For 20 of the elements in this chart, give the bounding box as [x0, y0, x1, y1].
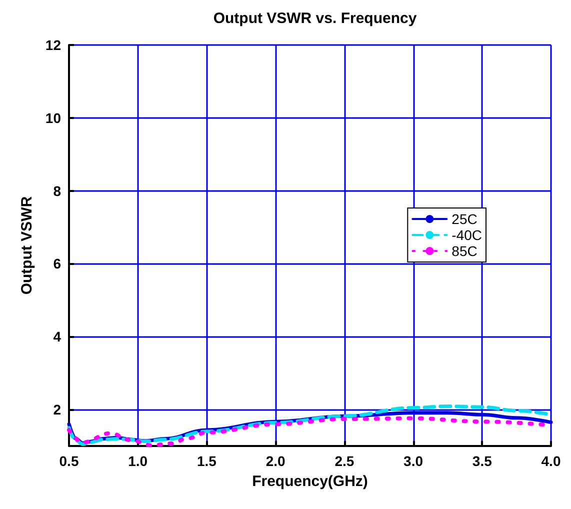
y-tick-label: 12	[45, 37, 62, 53]
legend-label: -40C	[452, 227, 482, 243]
y-tick-label: 4	[53, 328, 62, 345]
y-tick-label: 8	[53, 182, 62, 199]
x-tick-label: 4.0	[541, 453, 561, 469]
legend-label: 25C	[452, 211, 478, 227]
x-tick-label: 2.5	[334, 453, 354, 469]
x-tick-label: 3.0	[404, 453, 424, 469]
chart-title: Output VSWR vs. Frequency	[213, 10, 418, 27]
y-tick-label: 6	[53, 256, 62, 272]
x-tick-label: 1.5	[196, 453, 217, 469]
x-axis-title: Frequency(GHz)	[252, 473, 368, 490]
x-tick-label: 0.5	[59, 453, 79, 469]
x-tick-label: 2.0	[266, 453, 286, 469]
y-axis-title: Output VSWR	[18, 196, 36, 295]
y-tick-label: 2	[53, 402, 62, 418]
y-tick-label: 10	[45, 110, 62, 126]
x-tick-label: 3.5	[472, 453, 492, 469]
legend-label: 85C	[452, 243, 478, 259]
x-tick-label: 1.0	[128, 453, 148, 469]
